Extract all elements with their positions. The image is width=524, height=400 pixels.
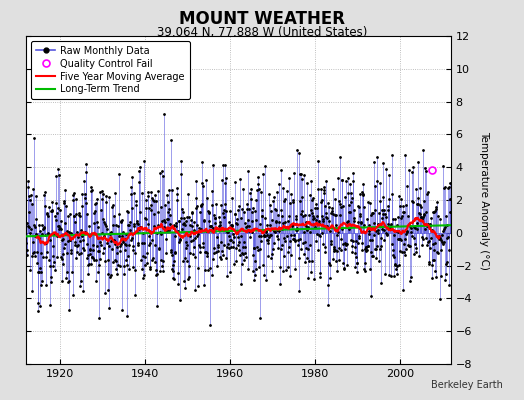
Text: MOUNT WEATHER: MOUNT WEATHER (179, 10, 345, 28)
Legend: Raw Monthly Data, Quality Control Fail, Five Year Moving Average, Long-Term Tren: Raw Monthly Data, Quality Control Fail, … (31, 41, 190, 99)
Text: 39.064 N, 77.888 W (United States): 39.064 N, 77.888 W (United States) (157, 26, 367, 39)
Y-axis label: Temperature Anomaly (°C): Temperature Anomaly (°C) (478, 130, 489, 270)
Text: Berkeley Earth: Berkeley Earth (431, 380, 503, 390)
